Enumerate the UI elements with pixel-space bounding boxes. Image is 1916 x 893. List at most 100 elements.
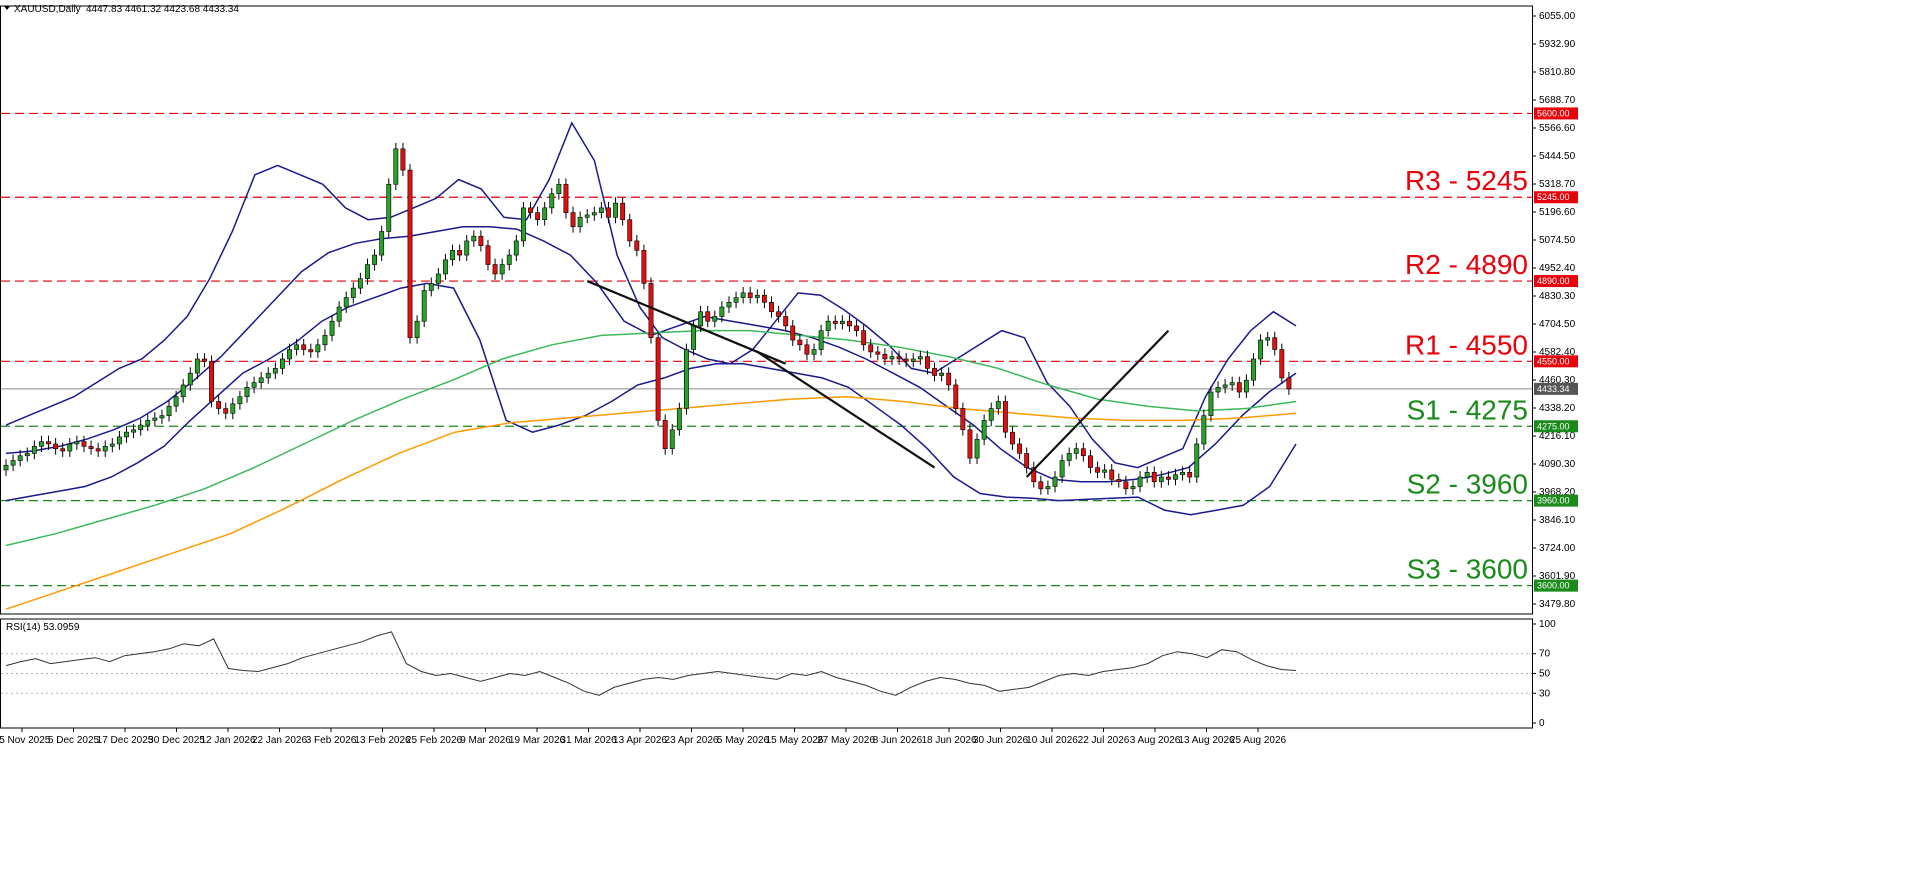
candle-body xyxy=(237,396,243,405)
candle-body xyxy=(272,368,278,374)
candle-body xyxy=(471,235,477,242)
candle-body xyxy=(294,344,300,350)
candle-body xyxy=(839,320,845,324)
candle-body xyxy=(712,316,718,322)
level-price-tag-text: 3600.00 xyxy=(1537,581,1570,591)
x-tick-label: 5 Dec 2025 xyxy=(48,735,100,746)
candle-body xyxy=(974,438,980,459)
candle-body xyxy=(903,358,909,362)
level-label: S3 - 3600 xyxy=(1407,554,1528,585)
y-tick-label: 5688.70 xyxy=(1539,95,1576,106)
trendline xyxy=(1025,329,1170,478)
candle-body xyxy=(556,183,562,194)
level-price-tag-text: 4275.00 xyxy=(1537,421,1570,431)
candle-body xyxy=(598,207,604,213)
candle-body xyxy=(754,294,760,298)
candle-body xyxy=(1180,471,1186,475)
candle-body xyxy=(1109,469,1115,480)
candle-body xyxy=(485,245,491,265)
level-price-tag-text: 3960.00 xyxy=(1537,496,1570,506)
current-price-tag xyxy=(1534,382,1578,395)
candle-body xyxy=(1279,349,1285,379)
candle-body xyxy=(769,302,774,313)
candle-body xyxy=(1038,481,1044,490)
level-price-tag-text: 4890.00 xyxy=(1537,276,1570,286)
candle-body xyxy=(1080,448,1086,457)
ohlc-readout: 4447.83 4461.32 4423.68 4433.34 xyxy=(86,4,239,15)
candle-body xyxy=(265,372,271,379)
candle-body xyxy=(662,420,668,449)
y-tick-label: 5074.50 xyxy=(1539,235,1576,246)
candle-body xyxy=(152,417,158,421)
y-tick-label: 5566.60 xyxy=(1539,123,1576,134)
candle-body xyxy=(379,231,385,256)
candle-body xyxy=(1031,467,1037,483)
candle-body xyxy=(95,448,101,452)
candle-body xyxy=(1286,377,1292,390)
candle-body xyxy=(1236,382,1242,393)
candle-body xyxy=(889,356,895,360)
candle-body xyxy=(761,294,767,303)
candle-body xyxy=(159,415,165,419)
level-label: R1 - 4550 xyxy=(1405,329,1528,360)
candle-body xyxy=(1116,479,1122,483)
y-tick-label: 5196.60 xyxy=(1539,207,1576,218)
x-tick-label: 10 Jul 2026 xyxy=(1026,735,1078,746)
candle-body xyxy=(535,212,541,220)
candle-body xyxy=(705,311,711,322)
candle-body xyxy=(719,306,725,317)
x-tick-label: 5 May 2026 xyxy=(717,735,770,746)
y-tick-label: 3601.90 xyxy=(1539,571,1576,582)
y-tick-label: 4338.20 xyxy=(1539,403,1576,414)
candle-body xyxy=(1215,386,1221,393)
candle-body xyxy=(1066,453,1072,461)
candle-body xyxy=(832,320,838,324)
candle-body xyxy=(861,330,867,346)
candle-body xyxy=(570,212,576,228)
candle-body xyxy=(499,264,505,275)
candle-body xyxy=(1208,391,1214,416)
y-tick-label: 5932.90 xyxy=(1539,39,1576,50)
y-tick-label: 4952.40 xyxy=(1539,263,1576,274)
candle-body xyxy=(60,448,66,452)
candle-body xyxy=(882,353,888,360)
candle-body xyxy=(166,405,172,416)
candle-body xyxy=(1059,460,1065,478)
candle-body xyxy=(513,240,519,256)
y-tick-label: 4216.10 xyxy=(1539,431,1576,442)
candle-body xyxy=(46,441,51,445)
x-tick-label: 17 Dec 2025 xyxy=(97,735,154,746)
candle-body xyxy=(875,351,881,355)
candle-body xyxy=(520,207,526,242)
candle-body xyxy=(1010,431,1015,445)
x-tick-label: 30 Dec 2025 xyxy=(148,735,205,746)
rsi-line xyxy=(5,631,1297,696)
candle-body xyxy=(1002,401,1008,433)
candle-body xyxy=(740,292,746,298)
candle-body xyxy=(230,403,236,414)
x-tick-label: 12 Jan 2026 xyxy=(200,735,255,746)
level-label: S2 - 3960 xyxy=(1407,469,1528,500)
rsi-tick-label: 100 xyxy=(1539,619,1556,630)
candle-body xyxy=(1194,443,1200,478)
candle-body xyxy=(797,339,803,346)
candle-body xyxy=(960,408,966,431)
x-tick-label: 25 Feb 2026 xyxy=(406,735,463,746)
series-ma-200 xyxy=(5,395,1297,610)
x-tick-label: 3 Aug 2026 xyxy=(1130,735,1181,746)
candle-body xyxy=(209,361,214,402)
candle-body xyxy=(31,446,37,454)
candle-body xyxy=(124,431,129,438)
candle-body xyxy=(457,250,463,256)
level-price-tag-text: 4550.00 xyxy=(1537,356,1570,366)
candle-body xyxy=(131,429,137,433)
candle-body xyxy=(435,273,441,284)
candle-body xyxy=(1024,453,1030,468)
candle-body xyxy=(244,386,250,398)
x-tick-label: 30 Jun 2026 xyxy=(973,735,1028,746)
candle-body xyxy=(1173,474,1178,480)
x-tick-label: 27 May 2026 xyxy=(817,735,875,746)
level-price-tag xyxy=(1534,494,1578,507)
candle-body xyxy=(428,283,434,291)
